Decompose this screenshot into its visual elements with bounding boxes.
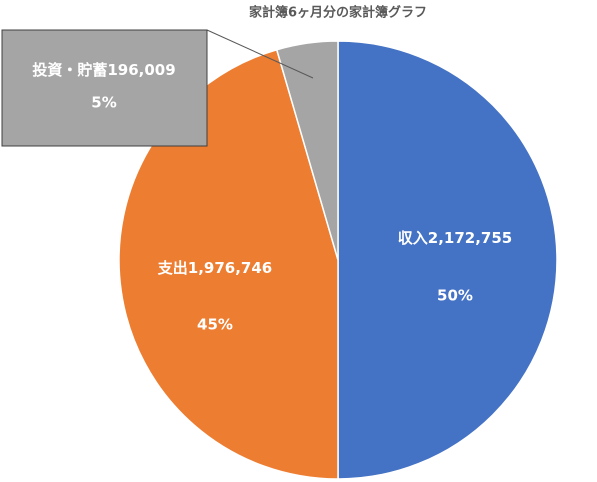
chart-title: 家計簿6ヶ月分の家計簿グラフ (249, 5, 427, 21)
percent-label: 5% (91, 94, 116, 112)
pie-slice (275, 40, 339, 261)
category-label: 投資・貯蓄 (32, 61, 107, 79)
pie-slice (337, 40, 558, 480)
data-label: 投資・貯蓄196,009 (32, 61, 175, 79)
value-label: 196,009 (107, 61, 175, 79)
leader-line (206, 29, 314, 79)
data-label: 収入2,172,755 (398, 229, 512, 247)
category-label: 支出 (157, 259, 188, 277)
percent-label: 45% (197, 316, 233, 334)
category-label: 収入 (398, 229, 428, 247)
value-label: 2,172,755 (428, 229, 512, 247)
value-label: 1,976,746 (188, 259, 272, 277)
callout-box (1, 29, 208, 147)
percent-label: 50% (437, 287, 473, 305)
data-label: 支出1,976,746 (157, 259, 272, 277)
